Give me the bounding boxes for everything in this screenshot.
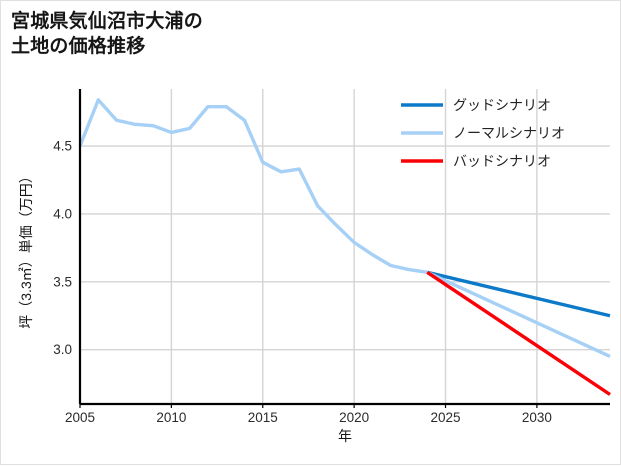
chart-title: 宮城県気仙沼市大浦の 土地の価格推移 [11,11,204,58]
legend-label-3: バッドシナリオ [453,153,551,169]
y-tick-labels-group: 3.0 3.5 4.0 4.5 [53,139,72,358]
y-tick-label: 3.5 [53,274,72,289]
x-axis-title: 年 [338,428,352,444]
x-tick-label: 2010 [156,410,186,425]
y-tick-label: 3.0 [53,342,72,357]
y-axis-title: 坪（3.3㎡）単価（万円） [18,169,34,328]
x-tick-label: 2020 [339,410,369,425]
series-line-1 [426,270,611,318]
y-tick-label: 4.0 [53,206,72,221]
series-line-2 [78,98,611,359]
series-line-3 [426,270,611,396]
legend-label-2: ノーマルシナリオ [453,125,565,141]
x-tick-label: 2015 [248,410,278,425]
gridlines-group [79,89,610,404]
y-tick-label: 4.5 [53,139,72,154]
data-series-group [78,98,611,396]
x-tick-label: 2025 [430,410,460,425]
x-tick-labels-group: 2005 2010 2015 2020 2025 2030 [65,404,552,425]
axes-group [78,89,610,406]
x-tick-label: 2005 [65,410,95,425]
legend-label-1: グッドシナリオ [453,97,551,113]
x-tick-label: 2030 [522,410,552,425]
